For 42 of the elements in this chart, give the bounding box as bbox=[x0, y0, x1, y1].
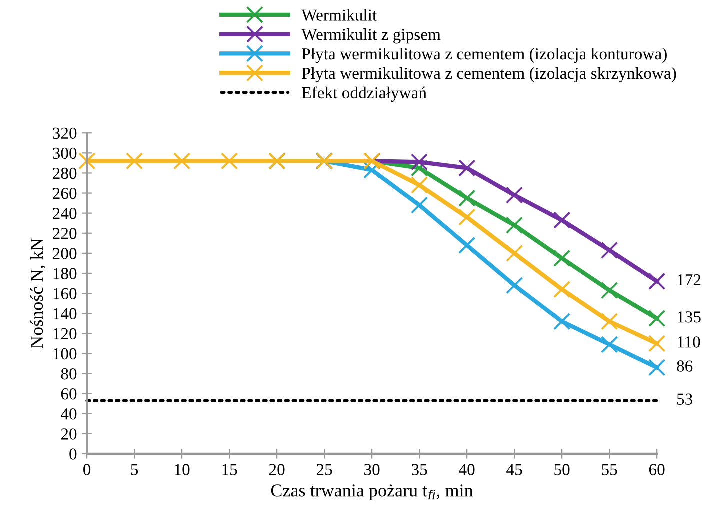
y-tick-label: 180 bbox=[54, 268, 77, 280]
legend-label: Wermikulit bbox=[302, 9, 378, 21]
y-tick-label: 120 bbox=[54, 328, 77, 340]
data-label: 172 bbox=[678, 274, 701, 286]
y-tick-label: 160 bbox=[54, 288, 77, 300]
x-tick-label: 15 bbox=[222, 464, 238, 476]
y-tick-label: 60 bbox=[61, 388, 77, 400]
x-tick-label: 40 bbox=[459, 464, 475, 476]
y-tick-label: 40 bbox=[60, 408, 77, 420]
data-label: 86 bbox=[677, 360, 693, 372]
legend-label: Wermikulit z gipsem bbox=[302, 28, 441, 44]
x-tick-label: 30 bbox=[364, 464, 380, 476]
x-tick-label: 25 bbox=[316, 464, 332, 476]
x-tick-label: 20 bbox=[269, 464, 285, 476]
y-tick-label: 260 bbox=[53, 188, 77, 200]
data-label: 135 bbox=[678, 312, 701, 323]
x-tick-label: 10 bbox=[175, 464, 190, 476]
y-axis-title: Nośność N, kN bbox=[30, 238, 46, 348]
x-tick-label: 55 bbox=[602, 464, 618, 476]
y-tick-label: 220 bbox=[53, 228, 77, 240]
x-tick-label: 50 bbox=[554, 464, 570, 476]
y-tick-label: 320 bbox=[53, 128, 77, 140]
x-axis-title: Czas trwania pożaru t$_{fi}$, min bbox=[271, 484, 474, 500]
y-tick-label: 240 bbox=[53, 208, 77, 220]
y-tick-label: 200 bbox=[53, 248, 77, 260]
data-label: 53 bbox=[677, 394, 693, 405]
data-label: 110 bbox=[678, 336, 700, 348]
y-tick-label: 80 bbox=[61, 368, 77, 380]
y-tick-label: 300 bbox=[53, 148, 77, 160]
y-tick-label: 280 bbox=[53, 168, 77, 180]
x-tick-label: 45 bbox=[506, 464, 522, 476]
x-tick-label: 35 bbox=[412, 464, 428, 476]
x-tick-label: 0 bbox=[84, 464, 91, 476]
x-tick-label: 5 bbox=[131, 464, 138, 476]
y-tick-label: 0 bbox=[70, 448, 77, 460]
y-tick-label: 140 bbox=[54, 308, 77, 320]
x-tick-label: 60 bbox=[649, 464, 665, 476]
legend-label: Efekt oddziaływań bbox=[302, 86, 427, 102]
y-tick-label: 100 bbox=[54, 348, 77, 360]
legend-label: Płyta wermikulitowa z cementem (izolacja konturowa) bbox=[302, 48, 667, 64]
y-tick-label: 20 bbox=[61, 428, 77, 440]
legend-label: Płyta wermikulitowa z cementem (izolacja skrzynkowa) bbox=[302, 67, 676, 83]
